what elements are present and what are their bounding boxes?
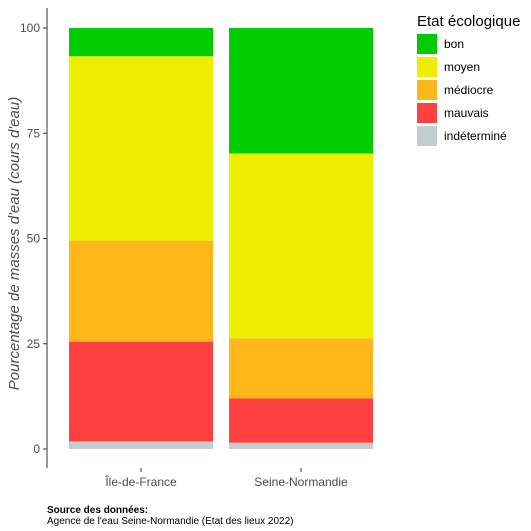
bar-segment: [69, 240, 213, 342]
y-axis-title: Pourcentage de masses d'eau (cours d'eau…: [6, 97, 23, 390]
legend-label: bon: [444, 37, 464, 51]
legend-label: médiocre: [444, 83, 494, 97]
bar-segment: [229, 338, 373, 399]
x-tick-label: Seine-Normandie: [254, 475, 348, 489]
legend-label: indéterminé: [444, 129, 507, 143]
y-tick-label: 100: [20, 21, 40, 35]
x-axis-ticks: Île-de-France Seine-Normandie: [104, 468, 348, 489]
legend-items: bon moyen médiocre mauvais indéterminé: [417, 34, 507, 146]
bar-segment: [69, 56, 213, 241]
bar-segment: [229, 28, 373, 154]
y-tick-label: 75: [27, 126, 41, 140]
legend-key: [417, 126, 437, 146]
legend-key: [417, 80, 437, 100]
bar-segment: [229, 442, 373, 449]
y-tick-label: 0: [33, 442, 40, 456]
bar-segment: [69, 441, 213, 449]
y-tick-label: 50: [27, 232, 41, 246]
legend-key: [417, 103, 437, 123]
legend: Etat écologique bon moyen médiocre mauvais i…: [417, 13, 520, 146]
legend-label: moyen: [444, 60, 480, 74]
legend-key: [417, 34, 437, 54]
legend-key: [417, 57, 437, 77]
bar-segment: [229, 398, 373, 443]
bars-layer: [69, 28, 373, 449]
source-caption-title: Source des données:: [47, 505, 149, 516]
x-tick-label: Île-de-France: [104, 474, 177, 489]
bar-segment: [69, 341, 213, 442]
bar-segment: [69, 28, 213, 57]
y-axis-ticks: 0 25 50 75 100: [20, 21, 47, 456]
bar-segment: [229, 153, 373, 339]
legend-title: Etat écologique: [417, 13, 520, 30]
y-tick-label: 25: [27, 337, 41, 351]
source-caption-text: Agence de l'eau Seine-Normandie (Etat de…: [47, 516, 294, 527]
legend-label: mauvais: [444, 106, 489, 120]
